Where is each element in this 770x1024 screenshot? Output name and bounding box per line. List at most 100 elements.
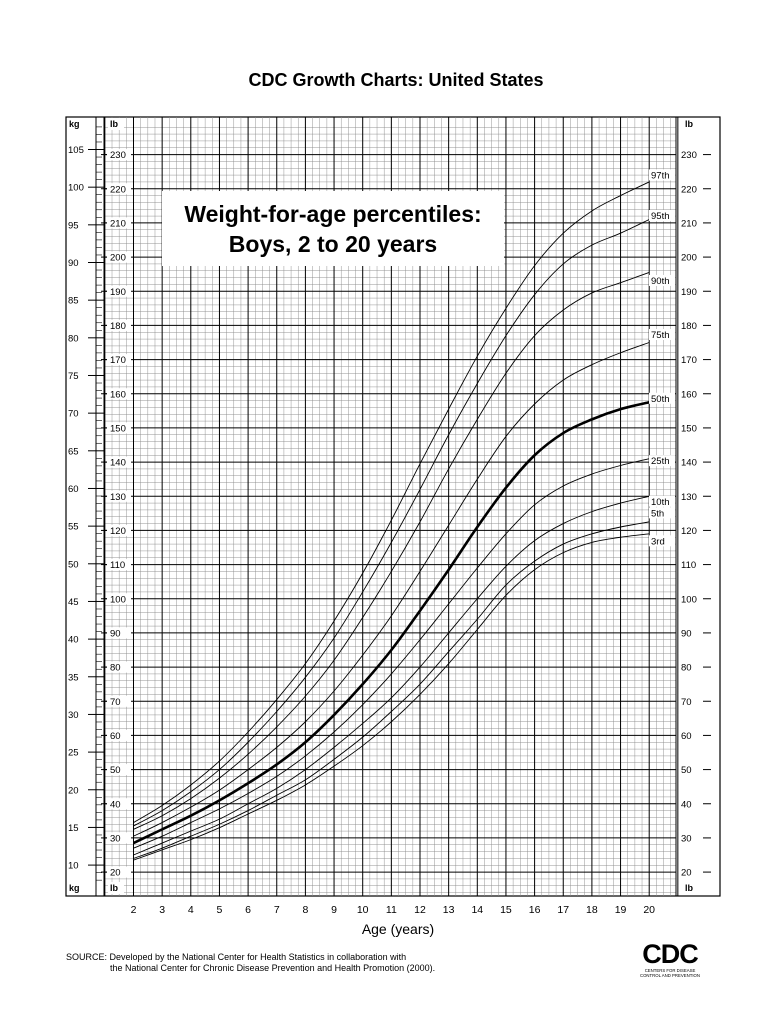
lb-label-bg-right: [679, 764, 703, 776]
x-axis: Age (years) 2 3 4 5 6 7 8 9 10 11 12 13 14 15 16 17 18 19…: [131, 904, 656, 937]
percentile-label-95th: 95th: [651, 211, 670, 222]
lb-label-bg-right: [679, 354, 703, 366]
lb-tick-label-left: 220: [110, 184, 126, 195]
kg-unit-top-bg: [67, 118, 83, 130]
kg-tick-label: 40: [68, 635, 79, 646]
kg-tick-label: 105: [68, 145, 84, 156]
lb-label-bg-left: [107, 866, 131, 878]
lb-label-bg-right: [679, 251, 703, 263]
lb-tick-label-right: 100: [681, 594, 697, 605]
percentile-curve-97th: [133, 181, 650, 823]
chart-title-line1: Weight-for-age percentiles:: [184, 201, 481, 227]
lb-tick-label-left: 130: [110, 492, 126, 503]
lb-label-bg-right: [679, 217, 703, 229]
lb-tick-label-left: 190: [110, 287, 126, 298]
x-tick-label: 13: [443, 904, 455, 916]
percentile-label-5th: 5th: [651, 508, 664, 519]
lb-unit-top-right: lb: [685, 119, 694, 129]
lb-tick-label-right: 40: [681, 799, 692, 810]
lb-label-bg-left: [107, 319, 131, 331]
kg-tick-label: 70: [68, 409, 79, 420]
lb-label-bg-left: [107, 559, 131, 571]
kg-unit-top: kg: [69, 119, 80, 129]
percentile-label-bg: [649, 392, 675, 404]
lb-tick-label-right: 200: [681, 253, 697, 264]
lb-label-bg-right: [679, 661, 703, 673]
lb-label-bg-right: [679, 422, 703, 434]
lb-label-bg-right: [679, 490, 703, 502]
percentile-curve-90th: [133, 272, 650, 830]
x-tick-label: 5: [217, 904, 223, 916]
kg-tick-label: 85: [68, 296, 79, 307]
percentile-label-bg: [649, 274, 675, 286]
kg-unit-bottom-bg: [67, 882, 83, 894]
x-tick-label: 3: [159, 904, 165, 916]
axis-scales: 20 20 30 30 40 40 50 50 60 60 70 70 80 80 90 90 100 100 11…: [67, 118, 711, 894]
lb-unit-bottom-left-bg: [108, 882, 124, 894]
kg-unit-bottom: kg: [69, 883, 80, 893]
cdc-logo-tagline: Centers for Disease Control and Preventi…: [639, 968, 700, 978]
cdc-logo: CDC Centers for Disease Control and Prev…: [638, 940, 702, 978]
percentile-label-3rd: 3rd: [651, 536, 665, 547]
lb-tick-label-left: 30: [110, 833, 121, 844]
percentile-curve-3rd: [133, 533, 650, 861]
lb-tick-label-left: 50: [110, 765, 121, 776]
lb-unit-top-left: lb: [110, 119, 119, 129]
lb-label-bg-left: [107, 456, 131, 468]
lb-tick-label-right: 220: [681, 184, 697, 195]
lb-label-bg-right: [679, 285, 703, 297]
percentile-label-bg: [649, 455, 675, 467]
lb-tick-label-left: 90: [110, 628, 121, 639]
percentile-label-bg: [649, 210, 675, 221]
source-line-2: the National Center for Chronic Disease …: [110, 963, 436, 973]
lb-label-bg-right: [679, 866, 703, 878]
lb-tick-label-right: 180: [681, 321, 697, 332]
x-tick-label: 11: [386, 904, 397, 916]
lb-label-bg-right: [679, 559, 703, 571]
lb-tick-label-right: 150: [681, 423, 697, 434]
kg-tick-label: 45: [68, 597, 79, 608]
lb-tick-label-left: 180: [110, 321, 126, 332]
title-box-background: [162, 191, 504, 266]
x-tick-label: 17: [557, 904, 569, 916]
x-tick-label: 20: [643, 904, 655, 916]
lb-tick-label-left: 200: [110, 253, 126, 264]
lb-label-bg-right: [679, 695, 703, 707]
lb-tick-label-right: 140: [681, 458, 697, 469]
x-tick-label: 8: [302, 904, 308, 916]
percentile-label-97th: 97th: [651, 170, 670, 181]
lb-tick-label-left: 160: [110, 389, 126, 400]
kg-tick-label: 80: [68, 333, 79, 344]
lb-label-bg-left: [107, 285, 131, 297]
x-tick-label: 18: [586, 904, 598, 916]
lb-label-bg-left: [107, 764, 131, 776]
source-line-1: SOURCE: Developed by the National Center…: [66, 952, 407, 962]
lb-unit-top-left-bg: [108, 118, 124, 130]
lb-tick-label-right: 130: [681, 492, 697, 503]
percentile-curve-10th: [133, 495, 650, 856]
lb-label-bg-right: [679, 593, 703, 605]
kg-tick-label: 50: [68, 559, 79, 570]
kg-tick-label: 30: [68, 710, 79, 721]
kg-tick-label: 15: [68, 823, 79, 834]
percentile-label-bg: [649, 507, 675, 519]
kg-tick-label: 95: [68, 220, 79, 231]
lb-label-bg-left: [107, 627, 131, 639]
percentile-label-10th: 10th: [651, 497, 670, 508]
percentile-label-bg: [649, 329, 675, 340]
chart-title-line2: Boys, 2 to 20 years: [229, 231, 437, 257]
lb-tick-label-left: 150: [110, 423, 126, 434]
lb-tick-label-right: 60: [681, 731, 692, 742]
lb-tick-label-right: 160: [681, 389, 697, 400]
lb-label-bg-right: [679, 456, 703, 468]
percentile-curve-75th: [133, 342, 650, 837]
lb-tick-label-right: 30: [681, 833, 692, 844]
lb-label-bg-right: [679, 183, 703, 195]
lb-tick-label-left: 120: [110, 526, 126, 537]
lb-unit-bottom-left: lb: [110, 883, 119, 893]
percentile-curves: [132, 181, 650, 861]
percentile-curve-95th: [133, 219, 650, 827]
percentile-label-75th: 75th: [651, 330, 670, 341]
